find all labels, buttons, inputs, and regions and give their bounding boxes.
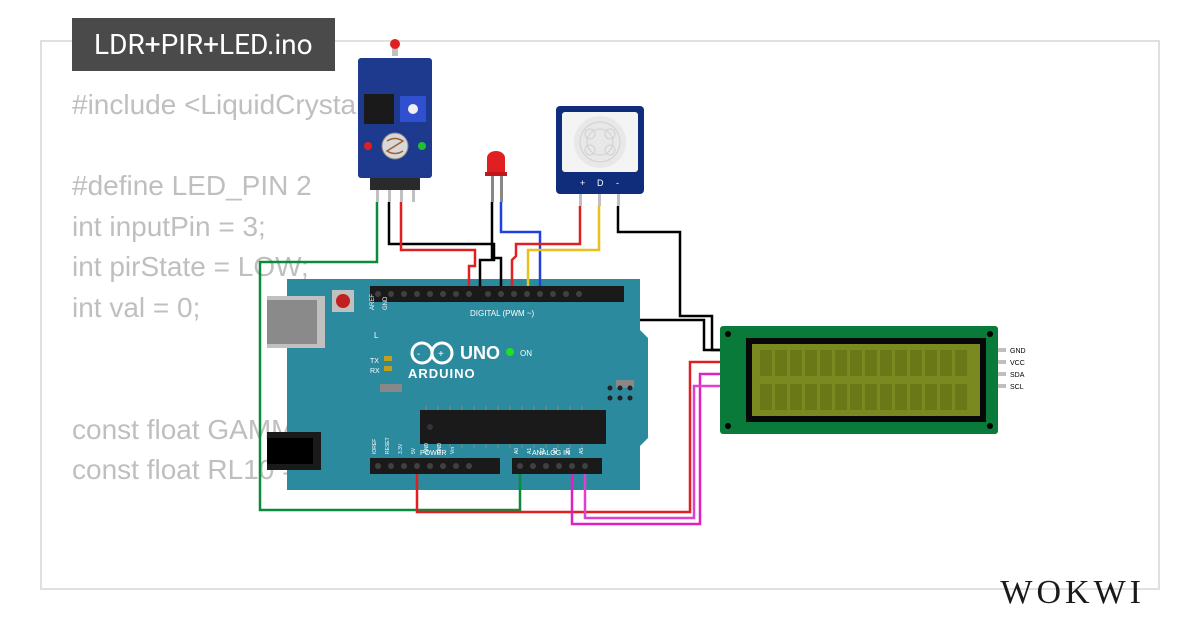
wokwi-logo: WOKWI bbox=[1000, 574, 1145, 612]
code-preview: #include <LiquidCrystal_I2C #define LED_… bbox=[72, 85, 421, 491]
file-title-tab: LDR+PIR+LED.ino bbox=[72, 18, 335, 71]
